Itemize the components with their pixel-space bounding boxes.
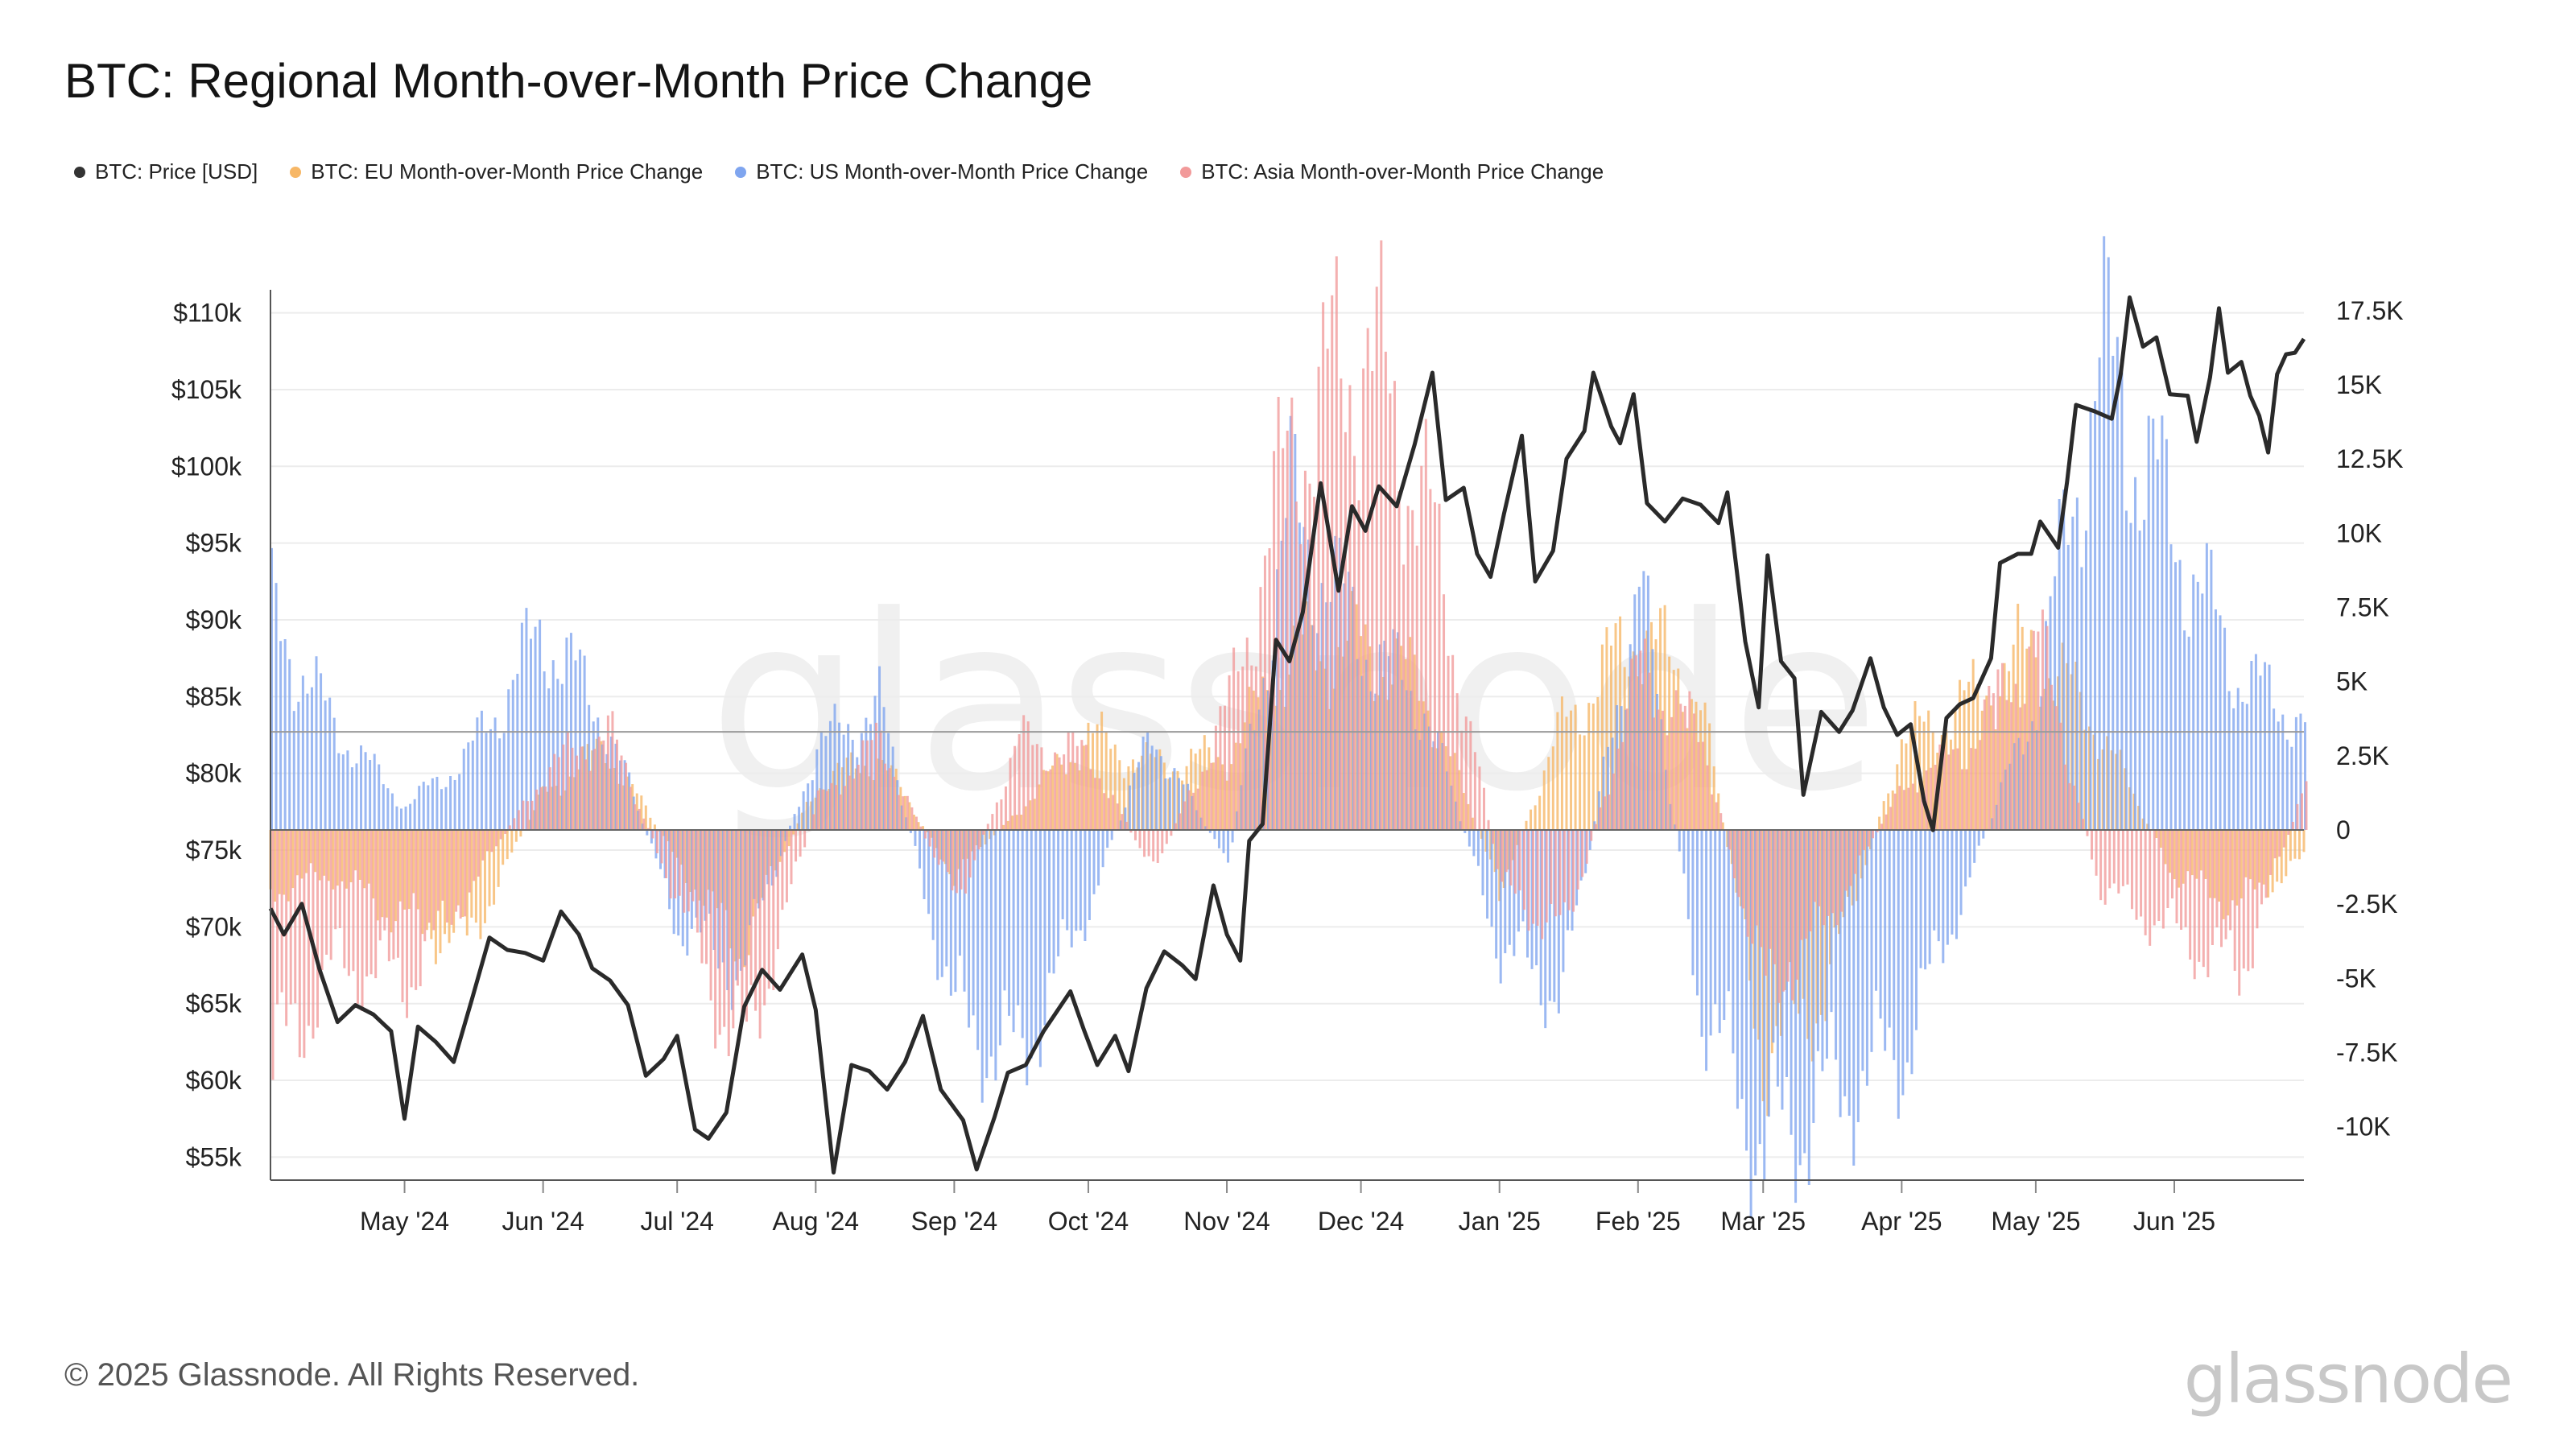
legend-dot-price <box>74 166 85 178</box>
legend-label-asia: BTC: Asia Month-over-Month Price Change <box>1201 159 1604 184</box>
chart-title: BTC: Regional Month-over-Month Price Cha… <box>64 54 1093 108</box>
y-left-tick-label: $80k <box>186 759 242 788</box>
x-tick-label: May '25 <box>1991 1207 2080 1236</box>
price-line-series <box>268 295 2306 1174</box>
legend-item-asia[interactable]: BTC: Asia Month-over-Month Price Change <box>1180 159 1604 184</box>
brand-logo: glassnode <box>2183 1340 2513 1418</box>
x-tick-label: Aug '24 <box>773 1207 860 1236</box>
y-right-tick-label: 0 <box>2336 815 2351 844</box>
y-right-tick-label: 2.5K <box>2336 741 2389 770</box>
y-right-tick-label: -10K <box>2336 1113 2391 1141</box>
x-tick-label: Jun '25 <box>2133 1207 2215 1236</box>
y-right-tick-label: 7.5K <box>2336 592 2389 621</box>
y-left-tick-label: $90k <box>186 605 242 634</box>
y-right-tick-label: 5K <box>2336 667 2368 696</box>
price-line <box>268 295 2306 1174</box>
y-right-tick-label: -7.5K <box>2336 1038 2397 1067</box>
axes: $55k $60k $65k $70k $75k $80k $85k $90k $95k $100… <box>171 290 2404 1236</box>
x-tick-label: Nov '24 <box>1183 1207 1270 1236</box>
y-left-tick-label: $65k <box>186 989 242 1018</box>
y-right-tick-label: 12.5K <box>2336 444 2404 473</box>
x-tick-label: Sep '24 <box>911 1207 998 1236</box>
y-left-tick-label: $85k <box>186 682 242 711</box>
legend-label-price: BTC: Price [USD] <box>95 159 258 184</box>
bar-series <box>269 236 2308 1219</box>
legend-item-eu[interactable]: BTC: EU Month-over-Month Price Change <box>290 159 703 184</box>
x-tick-label: Mar '25 <box>1720 1207 1806 1236</box>
x-tick-label: Jun '24 <box>502 1207 584 1236</box>
y-left-tick-label: $100k <box>171 452 242 481</box>
y-right-tick-label: -5K <box>2336 964 2376 993</box>
legend-dot-asia <box>1180 166 1192 178</box>
x-tick-label: Jan '25 <box>1459 1207 1541 1236</box>
legend-item-us[interactable]: BTC: US Month-over-Month Price Change <box>735 159 1148 184</box>
copyright: © 2025 Glassnode. All Rights Reserved. <box>64 1357 640 1393</box>
y-right-tick-label: 10K <box>2336 518 2382 547</box>
x-tick-label: Feb '25 <box>1596 1207 1681 1236</box>
y-left-tick-label: $110k <box>173 299 242 328</box>
y-left-tick-label: $105k <box>171 375 242 404</box>
x-tick-label: May '24 <box>360 1207 449 1236</box>
x-tick-label: Oct '24 <box>1048 1207 1129 1236</box>
legend: BTC: Price [USD] BTC: EU Month-over-Mont… <box>74 159 1604 184</box>
reference-line <box>270 731 2304 831</box>
legend-dot-eu <box>290 166 302 178</box>
y-left-tick-label: $60k <box>186 1066 242 1095</box>
legend-label-us: BTC: US Month-over-Month Price Change <box>756 159 1149 184</box>
x-tick-label: Dec '24 <box>1318 1207 1405 1236</box>
y-left-tick-label: $75k <box>186 836 242 865</box>
x-tick-label: Apr '25 <box>1861 1207 1942 1236</box>
legend-dot-us <box>735 166 747 178</box>
legend-item-price[interactable]: BTC: Price [USD] <box>74 159 258 184</box>
y-right-tick-label: 17.5K <box>2336 296 2404 325</box>
legend-label-eu: BTC: EU Month-over-Month Price Change <box>311 159 704 184</box>
series-bars-2 <box>271 240 2308 1080</box>
y-right-tick-label: -2.5K <box>2336 890 2397 919</box>
y-right-tick-label: 15K <box>2336 370 2382 399</box>
y-left-tick-label: $70k <box>186 912 242 941</box>
y-left-tick-label: $95k <box>186 529 242 558</box>
y-left-tick-label: $55k <box>186 1142 242 1171</box>
x-tick-label: Jul '24 <box>640 1207 714 1236</box>
